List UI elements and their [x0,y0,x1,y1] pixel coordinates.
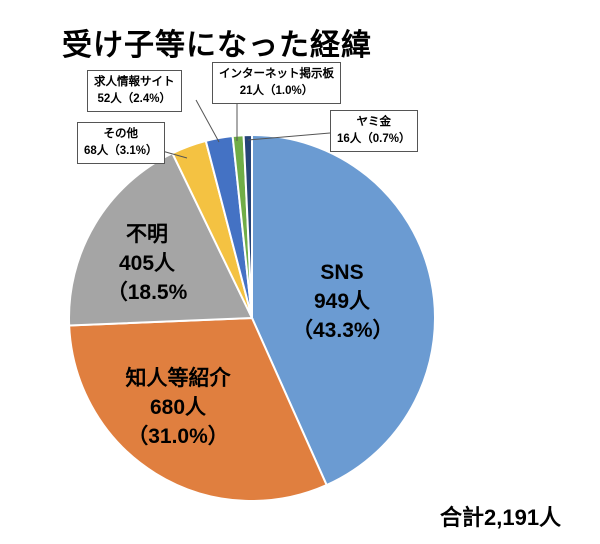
callout-kyujin-name: 求人情報サイト [94,76,175,88]
callout-yamikin-name: ヤミ金 [356,116,392,128]
label-chijin: 知人等紹介 680人 （31.0%） [108,364,248,451]
pie-slice-1 [68,316,328,502]
label-fumei-value: 405人 [118,252,176,275]
callout-keijiban: インターネット掲示板 21人（1.0%） [212,62,341,104]
callout-yamikin: ヤミ金 16人（0.7%） [330,110,418,152]
label-sns-percent: （43.3%） [292,319,394,342]
total-label: 合計2,191人 [440,505,562,530]
label-sns: SNS 949人 （43.3%） [292,258,394,345]
callout-sonota: その他 68人（3.1%） [77,122,165,164]
callout-sonota-value: 68人（3.1%） [84,145,158,157]
callout-keijiban-value: 21人（1.0%） [239,85,314,97]
leader-line-yamikin [247,132,331,141]
label-fumei-percent: （18.5% [106,281,188,304]
label-chijin-value: 680人 [149,396,207,419]
label-fumei: 不明 405人 （18.5% [102,220,192,307]
callout-kyujin-value: 52人（2.4%） [97,93,171,105]
chart-title: 受け子等になった経緯 [62,29,372,62]
callout-kyujin: 求人情報サイト 52人（2.4%） [87,70,182,112]
label-sns-name: SNS [320,261,364,284]
callout-yamikin-value: 16人（0.7%） [337,133,411,145]
pie-slice-6 [242,133,253,319]
leader-line-kyujin [195,99,220,143]
callout-sonota-name: その他 [103,128,139,140]
label-chijin-name: 知人等紹介 [125,367,231,390]
label-fumei-name: 不明 [126,223,168,246]
callout-keijiban-name: インターネット掲示板 [219,68,334,80]
label-sns-value: 949人 [313,290,371,313]
pie-slice-0 [251,133,436,487]
label-chijin-percent: （31.0%） [127,425,229,448]
